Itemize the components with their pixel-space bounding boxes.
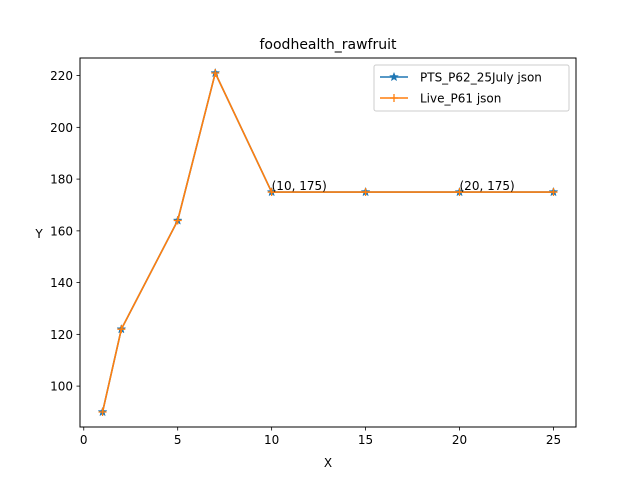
legend: PTS_P62_25July json Live_P61 json (373, 64, 570, 112)
data-point (361, 188, 370, 197)
series-line-2 (101, 72, 554, 413)
legend-label: PTS_P62_25July json (420, 71, 542, 85)
legend-label: Live_P61 json (420, 92, 501, 106)
x-axis-label: X (324, 456, 332, 470)
x-tick-label: 25 (546, 433, 561, 447)
y-tick-label: 100 (50, 380, 73, 394)
legend-marker (389, 71, 399, 82)
x-tick-label: 20 (452, 433, 467, 447)
y-tick-label: 220 (50, 69, 73, 83)
annotation-layer: (10, 175) (20, 175) (272, 179, 515, 193)
plot-area: (10, 175) (20, 175) (79, 57, 577, 428)
y-tick-label: 140 (50, 276, 73, 290)
data-point (211, 69, 220, 78)
data-point (173, 216, 182, 225)
y-tick-label: 160 (50, 224, 73, 238)
y-tick-label: 180 (50, 173, 73, 187)
data-point (117, 325, 126, 334)
annotation-label: (20, 175) (460, 179, 515, 193)
x-tick-label: 0 (80, 433, 88, 447)
data-point (455, 188, 464, 197)
x-tick-label: 15 (358, 433, 373, 447)
axes-frame (79, 57, 577, 428)
series-layer (97, 67, 559, 417)
y-axis-label: Y (34, 227, 43, 241)
x-axis: 0 5 10 15 20 25 (80, 427, 561, 447)
data-point (267, 188, 276, 197)
legend-box (373, 64, 570, 112)
x-tick-label: 10 (264, 433, 279, 447)
y-axis: 100 120 140 160 180 200 220 (50, 69, 80, 394)
legend-marker (390, 94, 398, 102)
y-tick-label: 120 (50, 328, 73, 342)
data-point (549, 188, 558, 197)
y-tick-label: 200 (50, 121, 73, 135)
data-point (98, 407, 107, 416)
annotation-label: (10, 175) (272, 179, 327, 193)
x-tick-label: 5 (174, 433, 182, 447)
chart-title: foodhealth_rawfruit (260, 37, 397, 53)
